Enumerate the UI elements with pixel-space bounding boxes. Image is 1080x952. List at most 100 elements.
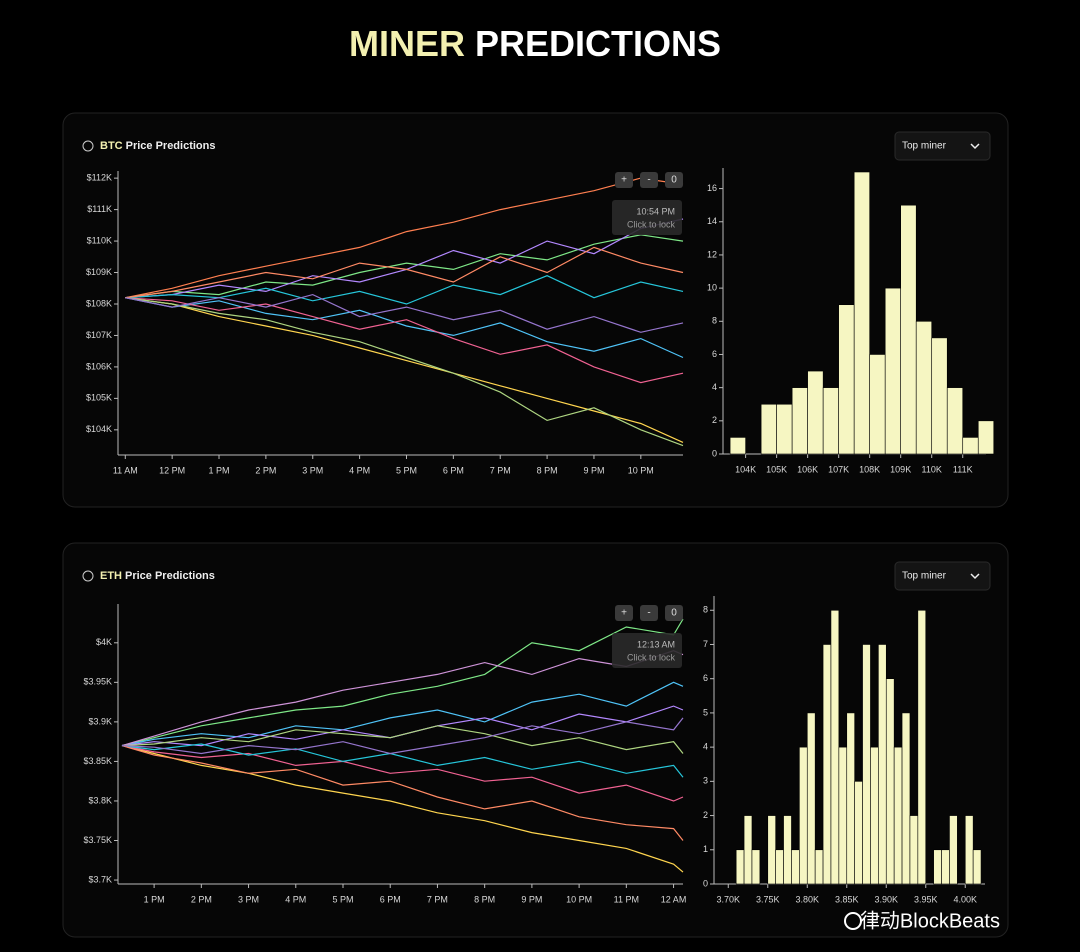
prediction-line — [125, 234, 684, 299]
dropdown-label: Top miner — [902, 141, 947, 152]
prediction-line — [125, 297, 684, 443]
x-tick-label: 2 PM — [255, 465, 276, 475]
x-tick-label: 10 PM — [566, 894, 592, 904]
y-tick-label: 1 — [703, 844, 708, 854]
panel-label: ETH Price Predictions — [100, 570, 215, 582]
prediction-line — [121, 745, 684, 873]
bar — [941, 849, 950, 885]
zoom-button[interactable] — [665, 605, 683, 621]
tooltip-time: 10:54 PM — [636, 206, 675, 216]
y-tick-label: $106K — [86, 361, 112, 371]
x-tick-label: 7 PM — [490, 465, 511, 475]
y-tick-label: $3.9K — [88, 716, 112, 726]
zoom-button-label: 0 — [671, 608, 677, 619]
x-tick-label: 11 PM — [614, 894, 639, 904]
x-tick-label: 4 PM — [285, 894, 306, 904]
y-tick-label: $3.8K — [88, 795, 112, 805]
title-rest: PREDICTIONS — [475, 23, 721, 64]
x-tick-label: 3.80K — [795, 894, 819, 904]
bar — [822, 387, 839, 455]
prediction-line — [125, 246, 684, 299]
label-rest: Price Predictions — [125, 570, 215, 582]
zoom-button[interactable] — [615, 172, 633, 188]
y-tick-label: 14 — [707, 216, 717, 226]
x-tick-label: 109K — [890, 464, 911, 474]
zoom-button[interactable] — [665, 172, 683, 188]
bar — [878, 644, 887, 885]
bar — [838, 304, 855, 455]
y-tick-label: $108K — [86, 298, 112, 308]
x-tick-label: 9 PM — [583, 465, 604, 475]
dropdown-arrow — [970, 573, 980, 580]
y-tick-label: $111K — [87, 204, 112, 214]
prediction-line — [125, 297, 684, 447]
dropdown[interactable] — [894, 561, 991, 591]
x-tick-label: 4.00K — [953, 894, 977, 904]
x-tick-label: 9 PM — [521, 894, 542, 904]
y-tick-label: 8 — [703, 605, 708, 615]
zoom-button[interactable] — [640, 172, 658, 188]
prediction-line — [121, 618, 684, 747]
bar — [901, 712, 911, 885]
dropdown-label: Top miner — [902, 571, 947, 582]
prediction-line — [121, 717, 684, 755]
dropdown[interactable] — [894, 131, 991, 161]
x-tick-label: 10 PM — [628, 465, 654, 475]
x-tick-label: 3.95K — [914, 894, 938, 904]
x-tick-label: 2 PM — [191, 894, 212, 904]
y-tick-label: $105K — [86, 393, 112, 403]
zoom-button-label: 0 — [671, 175, 677, 186]
panel-label: BTC Price Predictions — [100, 140, 215, 152]
bar — [931, 337, 948, 455]
watermark: 律动BlockBeats — [860, 909, 1000, 932]
zoom-button[interactable] — [615, 605, 633, 621]
x-tick-label: 3 PM — [238, 894, 259, 904]
bar — [893, 746, 903, 885]
y-tick-label: $110K — [87, 235, 112, 245]
bar — [869, 354, 886, 455]
y-tick-label: 2 — [703, 810, 708, 820]
prediction-line — [125, 297, 684, 359]
zoom-button[interactable] — [640, 605, 658, 621]
prediction-line — [121, 745, 684, 841]
bar — [915, 320, 933, 455]
x-tick-label: 6 PM — [443, 465, 464, 475]
zoom-button-label: - — [647, 608, 650, 619]
y-tick-label: 7 — [703, 639, 708, 649]
y-tick-label: $3.95K — [83, 677, 112, 687]
y-tick-label: 6 — [703, 673, 708, 683]
x-tick-label: 106K — [797, 464, 818, 474]
bar — [909, 815, 919, 885]
bar — [977, 420, 995, 455]
prediction-line — [125, 293, 684, 333]
tooltip-time: 12:13 AM — [637, 639, 675, 649]
y-tick-label: 12 — [707, 249, 717, 259]
prediction-line — [121, 745, 684, 802]
y-tick-label: 10 — [707, 282, 717, 292]
y-tick-label: $4K — [96, 637, 112, 647]
y-tick-label: $104K — [86, 424, 112, 434]
x-tick-label: 12 PM — [159, 465, 185, 475]
tooltip-hint: Click to lock — [627, 219, 676, 229]
x-tick-label: 3 PM — [302, 465, 323, 475]
bar — [853, 171, 870, 455]
bar — [854, 781, 863, 885]
x-tick-label: 7 PM — [427, 894, 448, 904]
page-title: MINER PREDICTIONS — [349, 23, 721, 64]
bar — [917, 609, 927, 885]
x-tick-label: 3.70K — [717, 894, 741, 904]
bar — [783, 815, 792, 885]
bar — [751, 849, 761, 885]
label-accent: BTC — [100, 140, 123, 152]
x-tick-label: 107K — [828, 464, 849, 474]
x-tick-label: 6 PM — [380, 894, 401, 904]
bar — [729, 437, 746, 455]
bar — [946, 387, 964, 455]
bar — [884, 287, 902, 455]
tooltip — [612, 633, 682, 668]
x-tick-label: 8 PM — [537, 465, 558, 475]
bar — [885, 678, 895, 885]
tooltip-hint: Click to lock — [627, 652, 676, 662]
watermark-icon — [844, 912, 862, 930]
y-tick-label: 4 — [703, 742, 708, 752]
